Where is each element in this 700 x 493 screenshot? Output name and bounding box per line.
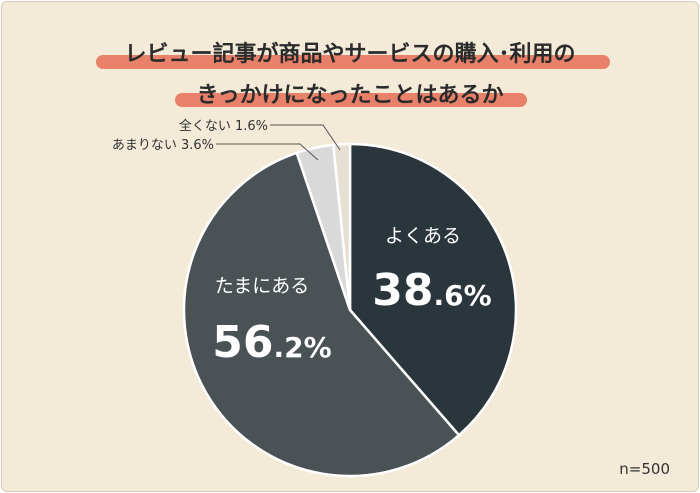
slice-value-1: 56.2% — [212, 317, 331, 368]
chart-title-line-2: きっかけになったことはあるか — [0, 77, 700, 109]
slice-label-0: よくある — [385, 225, 461, 247]
chart-title-text-1: レビュー記事が商品やサービスの購入･利用の — [124, 42, 576, 67]
pie-slice-0 — [348, 142, 518, 437]
leader-line-3 — [270, 124, 341, 151]
pie-slice-3 — [331, 142, 352, 311]
slice-label-1: たまにある — [215, 275, 309, 297]
sample-size-label: n=500 — [619, 460, 670, 478]
chart-title-text-2: きっかけになったことはあるか — [196, 83, 504, 108]
external-label-2: あまりない 3.6% — [112, 138, 214, 153]
external-label-3: 全くない 1.6% — [179, 118, 268, 134]
leader-line-2 — [216, 143, 319, 161]
title-highlight-1 — [96, 55, 610, 69]
pie-slice-1 — [182, 151, 461, 478]
slice-value-0: 38.6% — [372, 265, 491, 316]
title-highlight-2 — [175, 93, 527, 107]
chart-title-line-1: レビュー記事が商品やサービスの購入･利用の — [0, 36, 700, 68]
